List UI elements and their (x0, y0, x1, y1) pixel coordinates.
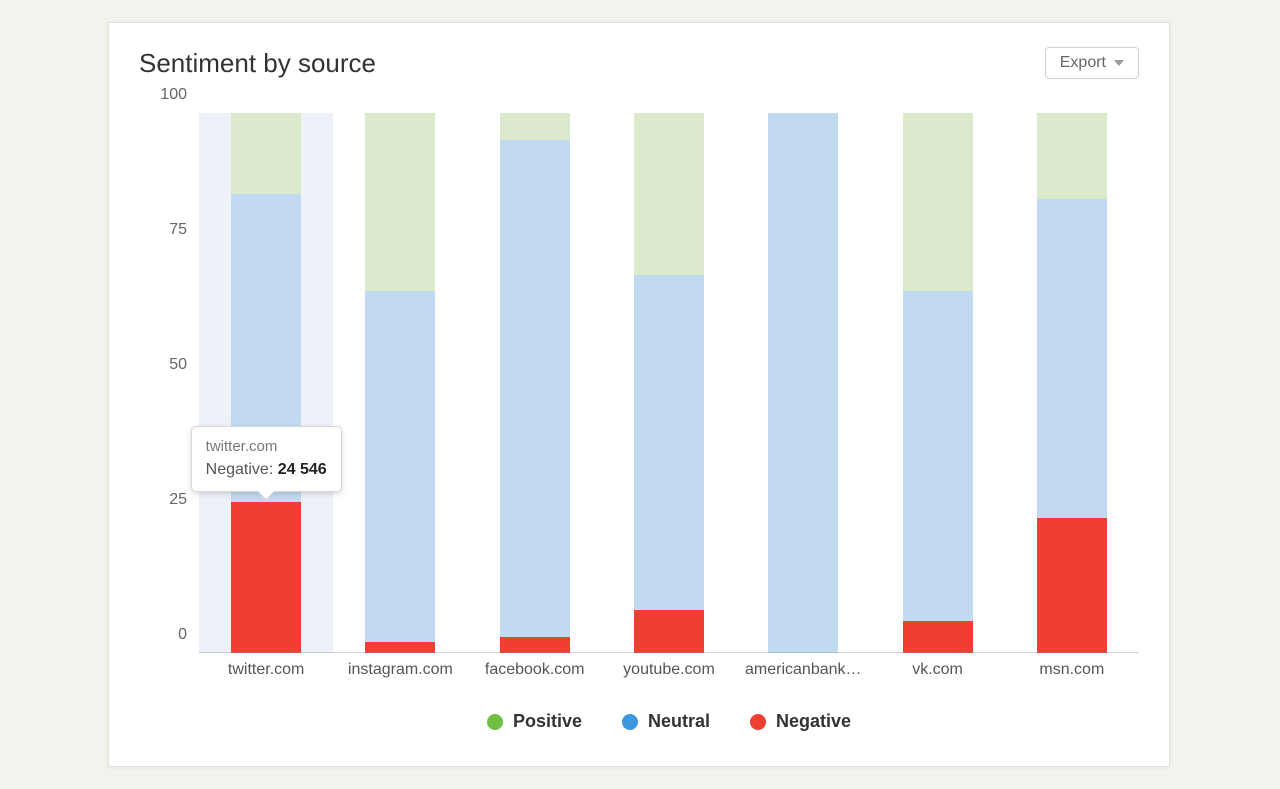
positive-segment (231, 113, 301, 194)
card-title: Sentiment by source (139, 48, 376, 79)
neutral-segment (365, 291, 435, 642)
bar-slot[interactable] (199, 113, 333, 653)
positive-segment (500, 113, 570, 140)
stacked-bar (634, 113, 704, 653)
legend-label: Negative (776, 711, 851, 732)
bar-slot[interactable] (1005, 113, 1139, 653)
positive-segment (903, 113, 973, 291)
export-button[interactable]: Export (1045, 47, 1139, 79)
negative-segment (1037, 518, 1107, 653)
x-tick-label: msn.com (1005, 661, 1139, 679)
neutral-segment (768, 113, 838, 653)
x-tick-label: americanbank… (736, 661, 870, 679)
x-tick-label: facebook.com (468, 661, 602, 679)
bar-slot[interactable] (870, 113, 1004, 653)
negative-segment (634, 610, 704, 653)
card-header: Sentiment by source Export (109, 23, 1169, 79)
positive-legend-dot-icon (487, 714, 503, 730)
y-tick-label: 75 (169, 221, 187, 239)
bar-slot[interactable] (736, 113, 870, 653)
tooltip-line: Negative: 24 546 (206, 459, 327, 481)
y-tick-label: 100 (160, 86, 187, 104)
positive-segment (1037, 113, 1107, 199)
bar-slot[interactable] (468, 113, 602, 653)
bar-slot[interactable] (333, 113, 467, 653)
chart-area: 0255075100 twitter.com Negative: 24 546 … (139, 113, 1139, 746)
legend-item-negative[interactable]: Negative (750, 711, 851, 732)
tooltip-metric-value: 24 546 (278, 461, 327, 478)
stacked-bar (365, 113, 435, 653)
legend-label: Neutral (648, 711, 710, 732)
x-axis-baseline (199, 652, 1139, 653)
x-axis-labels: twitter.cominstagram.comfacebook.comyout… (199, 661, 1139, 679)
positive-segment (634, 113, 704, 275)
negative-legend-dot-icon (750, 714, 766, 730)
neutral-segment (500, 140, 570, 637)
neutral-segment (634, 275, 704, 610)
x-tick-label: twitter.com (199, 661, 333, 679)
negative-segment (903, 621, 973, 653)
neutral-legend-dot-icon (622, 714, 638, 730)
tooltip-title: twitter.com (206, 437, 327, 457)
stacked-bar (903, 113, 973, 653)
stacked-bar (231, 113, 301, 653)
chart-tooltip: twitter.com Negative: 24 546 (191, 426, 342, 492)
y-axis: 0255075100 (139, 113, 197, 653)
plot[interactable]: twitter.com Negative: 24 546 (199, 113, 1139, 654)
stacked-bar (768, 113, 838, 653)
neutral-segment (903, 291, 973, 620)
stacked-bar (1037, 113, 1107, 653)
negative-segment (500, 637, 570, 653)
legend: Positive Neutral Negative (199, 711, 1139, 732)
bars-container (199, 113, 1139, 653)
positive-segment (365, 113, 435, 291)
negative-segment (231, 502, 301, 653)
chevron-down-icon (1114, 60, 1124, 66)
stacked-bar (500, 113, 570, 653)
x-tick-label: instagram.com (333, 661, 467, 679)
export-button-label: Export (1060, 54, 1106, 72)
y-tick-label: 50 (169, 356, 187, 374)
legend-label: Positive (513, 711, 582, 732)
x-tick-label: youtube.com (602, 661, 736, 679)
legend-item-neutral[interactable]: Neutral (622, 711, 710, 732)
bar-slot[interactable] (602, 113, 736, 653)
y-tick-label: 25 (169, 491, 187, 509)
neutral-segment (1037, 199, 1107, 518)
x-tick-label: vk.com (870, 661, 1004, 679)
tooltip-metric-label: Negative (206, 461, 269, 478)
sentiment-by-source-card: Sentiment by source Export 0 25 50 75 100 tw… (108, 22, 1170, 767)
legend-item-positive[interactable]: Positive (487, 711, 582, 732)
y-tick-label: 0 (178, 626, 187, 644)
